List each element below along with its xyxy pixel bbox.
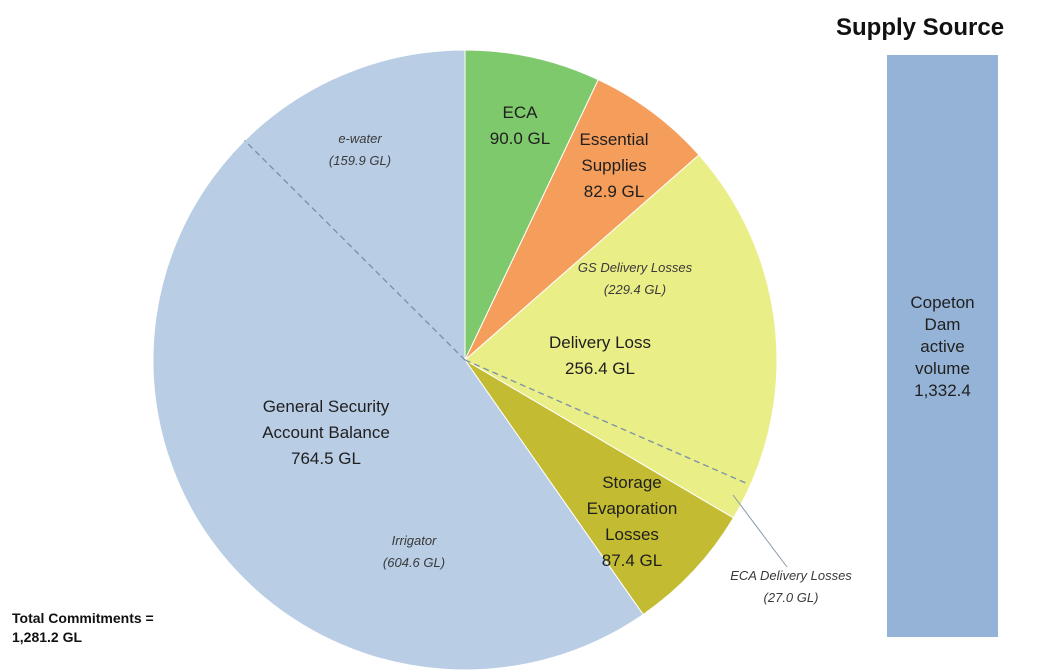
slice-label-general-line: Account Balance (262, 423, 390, 442)
slice-label-essential: Essential Supplies 82.9 GL (580, 130, 649, 201)
slice-label-general-line: General Security (263, 397, 390, 416)
sub-label-irrigator-line: (604.6 GL) (383, 555, 445, 570)
sub-label-gs_delivery-line: (229.4 GL) (604, 282, 666, 297)
supply-source-bar-label: Copeton Dam active volume 1,332.4 (887, 292, 998, 402)
slice-label-storage-line: 87.4 GL (602, 551, 663, 570)
sub-label-ewater-line: (159.9 GL) (329, 153, 391, 168)
sub-label-eca_delivery-line: ECA Delivery Losses (730, 568, 852, 583)
sub-label-eca_delivery: ECA Delivery Losses (27.0 GL) (730, 568, 852, 605)
slice-label-essential-line: Supplies (581, 156, 646, 175)
total-commitments-label: Total Commitments = 1,281.2 GL (12, 609, 154, 647)
slice-label-delivery: Delivery Loss 256.4 GL (549, 333, 651, 378)
bar-label-line: Copeton (910, 293, 975, 312)
slice-label-eca-line: ECA (503, 103, 539, 122)
sub-label-ewater-line: e-water (338, 131, 382, 146)
slice-label-eca: ECA 90.0 GL (490, 103, 551, 148)
total-label-line: Total Commitments = (12, 610, 154, 626)
bar-label-line: 1,332.4 (914, 381, 971, 400)
slice-label-delivery-line: 256.4 GL (565, 359, 635, 378)
sub-label-irrigator: Irrigator (604.6 GL) (383, 533, 445, 570)
eca-delivery-leader-line (732, 494, 788, 568)
sub-label-gs_delivery-line: GS Delivery Losses (578, 260, 693, 275)
pie-slice-storage (464, 359, 735, 616)
pie-labels: ECA 90.0 GL Essential Supplies 82.9 GL Delive… (262, 103, 852, 605)
supply-source-bar (887, 55, 998, 637)
slice-label-storage-line: Evaporation (587, 499, 678, 518)
sub-label-eca_delivery-line: (27.0 GL) (764, 590, 819, 605)
pie-slices (152, 49, 778, 671)
eca-delivery-divider (464, 359, 749, 485)
bar-label-line: active (920, 337, 965, 356)
sub-label-irrigator-line: Irrigator (392, 533, 437, 548)
sub-label-gs_delivery: GS Delivery Losses (229.4 GL) (578, 260, 693, 297)
slice-label-storage-line: Storage (602, 473, 662, 492)
slice-label-eca-line: 90.0 GL (490, 129, 551, 148)
sub-component-dividers (244, 140, 788, 568)
slice-label-delivery-line: Delivery Loss (549, 333, 651, 352)
supply-source-title: Supply Source (836, 14, 1005, 41)
total-label-line: 1,281.2 GL (12, 629, 83, 645)
bar-label-line: volume (915, 359, 970, 378)
ewater-divider (244, 140, 466, 361)
slice-label-storage: Storage Evaporation Losses 87.4 GL (587, 473, 678, 570)
slice-label-general-line: 764.5 GL (291, 449, 361, 468)
bar-label-line: Dam (924, 315, 961, 334)
slice-label-essential-line: 82.9 GL (584, 182, 645, 201)
pie-slice-delivery (464, 154, 778, 519)
pie-slice-general (152, 49, 644, 671)
slice-label-general: General Security Account Balance 764.5 GL (262, 397, 390, 468)
pie-slice-eca (464, 49, 599, 361)
slice-label-storage-line: Losses (605, 525, 659, 544)
pie-slice-essential (464, 79, 700, 361)
sub-label-ewater: e-water (159.9 GL) (329, 131, 391, 168)
slice-label-essential-line: Essential (580, 130, 649, 149)
